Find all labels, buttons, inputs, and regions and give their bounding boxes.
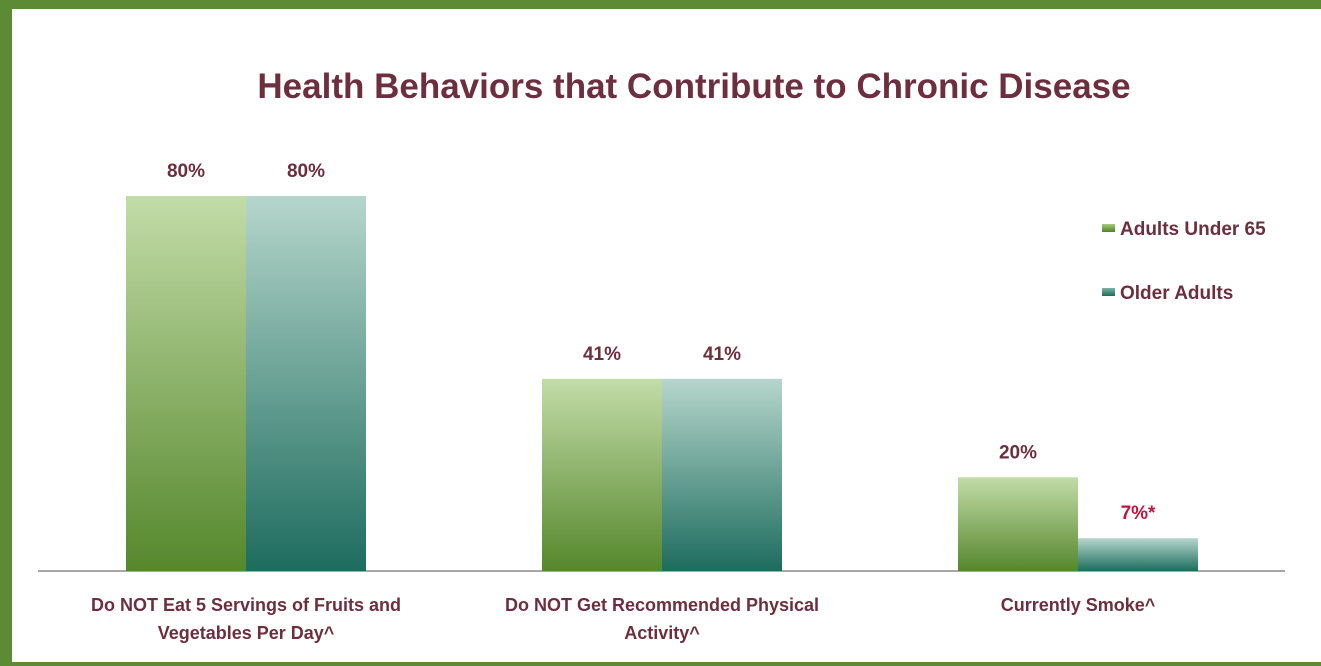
category-label-0-line1: Vegetables Per Day^ (158, 623, 335, 643)
value-label-series1-cat0: 80% (287, 161, 325, 182)
bar-series0-cat2 (958, 477, 1078, 571)
bar-series1-cat0 (246, 196, 366, 571)
legend: Adults Under 65 Older Adults (1102, 219, 1266, 304)
category-label-2-line0: Currently Smoke^ (1001, 595, 1156, 615)
legend-swatch-adults-under-65 (1102, 224, 1115, 232)
bar-series1-cat2 (1078, 538, 1198, 571)
value-label-series1-cat2: 7%* (1121, 503, 1156, 524)
value-label-series0-cat1: 41% (583, 344, 621, 365)
value-label-series0-cat0: 80% (167, 161, 205, 182)
legend-swatch-older-adults (1102, 288, 1115, 296)
category-labels-group: Do NOT Eat 5 Servings of Fruits and Veget… (91, 595, 1156, 643)
legend-label-adults-under-65: Adults Under 65 (1120, 219, 1266, 240)
category-label-1-line1: Activity^ (624, 623, 700, 643)
legend-label-older-adults: Older Adults (1120, 283, 1233, 304)
bar-series0-cat0 (126, 196, 246, 571)
value-label-series1-cat1: 41% (703, 344, 741, 365)
bars-group (126, 196, 1198, 571)
category-label-0-line0: Do NOT Eat 5 Servings of Fruits and (91, 595, 401, 615)
value-label-series0-cat2: 20% (999, 442, 1037, 463)
category-label-1-line0: Do NOT Get Recommended Physical (505, 595, 819, 615)
bar-series0-cat1 (542, 378, 662, 571)
chart-title: Health Behaviors that Contribute to Chro… (257, 67, 1130, 106)
bar-series1-cat1 (662, 378, 782, 571)
frame-bottom-border (0, 662, 1321, 666)
value-labels-group: 80% 41% 20% 80% 41% 7%* (167, 161, 1156, 524)
